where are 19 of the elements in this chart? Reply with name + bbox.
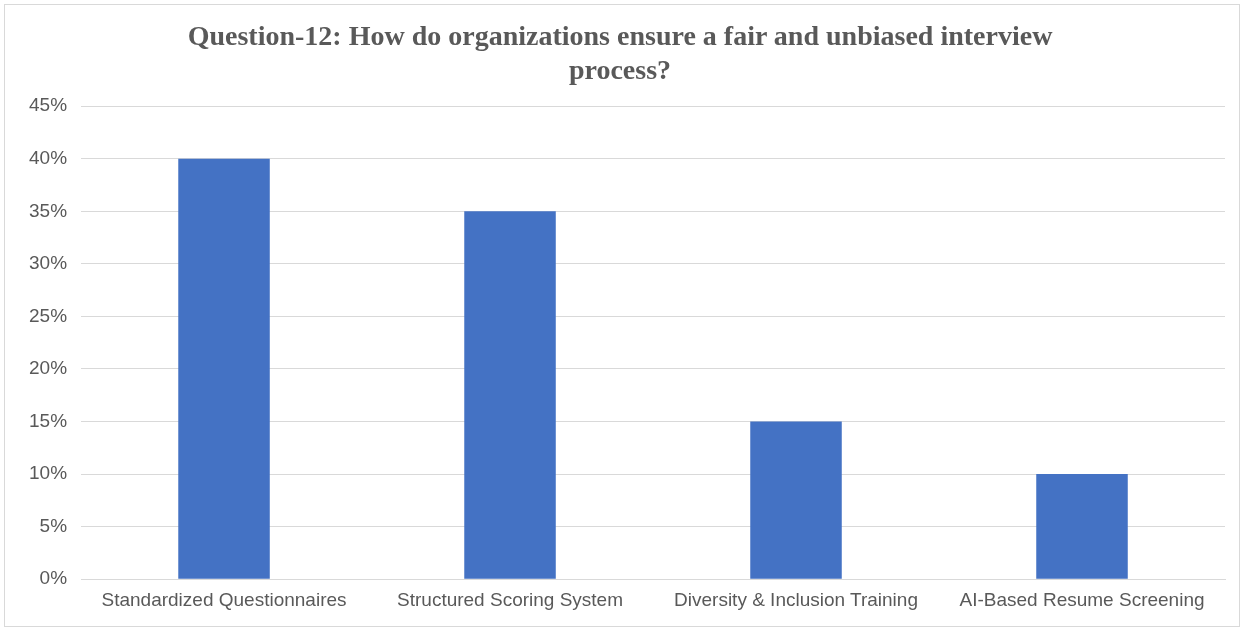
y-tick-label: 15% [29,409,68,431]
x-tick-label: Structured Scoring System [397,588,624,610]
x-tick-label: Diversity & Inclusion Training [674,588,918,610]
bar [464,211,556,579]
y-tick-label: 35% [29,199,68,221]
x-tick-label: AI-Based Resume Screening [959,588,1205,610]
y-tick-label: 40% [29,146,68,168]
bar [1036,474,1128,579]
chart-title: Question-12: How do organizations ensure a fair and unbiased interview process? [187,20,1054,85]
y-tick-label: 0% [39,567,68,589]
x-tick-label: Standardized Questionnaires [101,588,347,610]
y-tick-label: 5% [39,514,68,536]
y-tick-label: 30% [29,252,68,274]
y-tick-label: 45% [29,94,68,116]
bar [750,421,842,579]
y-tick-label: 25% [29,304,68,326]
y-tick-label: 20% [29,357,68,379]
bar [178,158,270,579]
y-tick-label: 10% [29,462,68,484]
